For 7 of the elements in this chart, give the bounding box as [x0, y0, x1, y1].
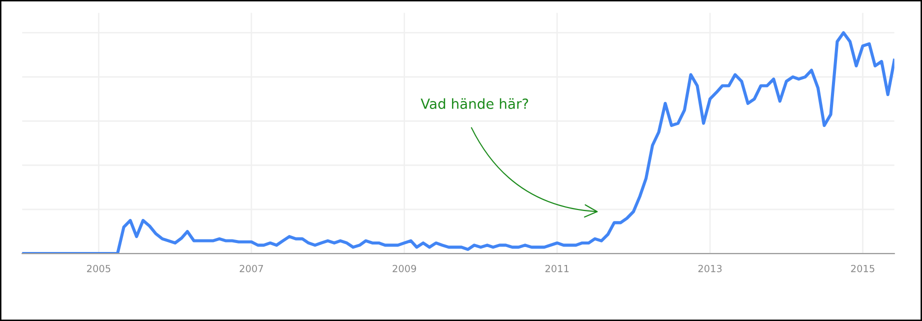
x-tick-label: 2013: [698, 264, 722, 272]
x-tick-label: 2009: [392, 264, 416, 272]
x-tick-label: 2015: [851, 264, 874, 272]
annotation: Vad hände här?: [420, 98, 528, 109]
x-tick-label: 2005: [87, 264, 110, 272]
x-tick-label: 2011: [545, 264, 569, 272]
x-tick-label: 2007: [240, 264, 263, 272]
